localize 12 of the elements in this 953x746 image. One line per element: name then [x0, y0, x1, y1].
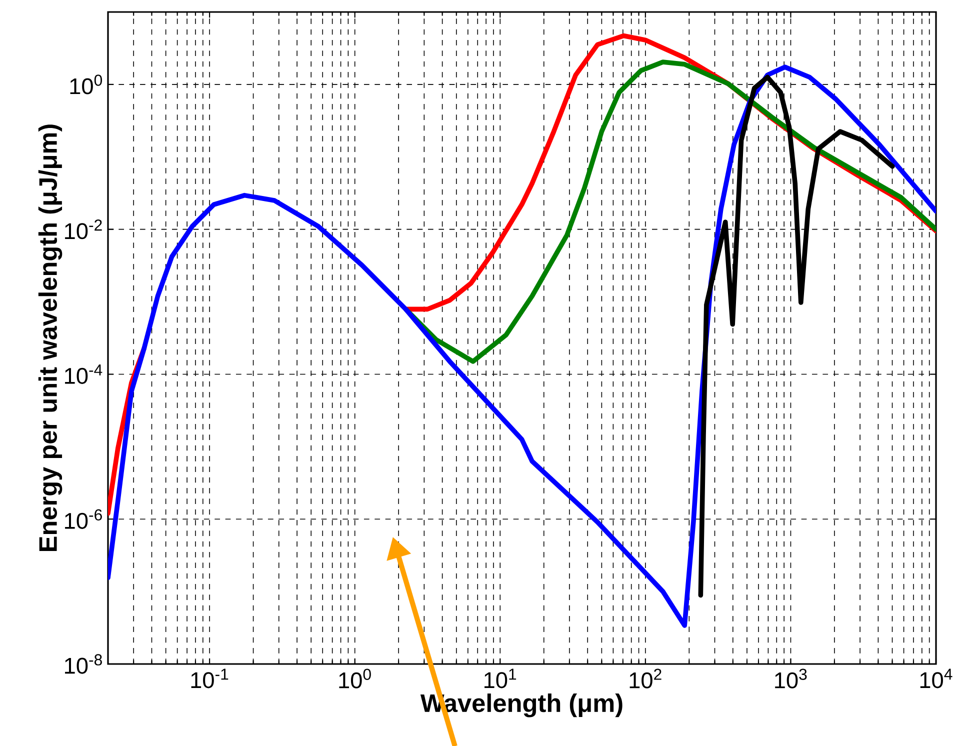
x-tick-label: 10$^{4}$ — [920, 668, 952, 688]
x-tick-label: 10$^{0}$ — [339, 668, 371, 688]
y-tick-label: 10$^{0}$ — [70, 74, 102, 94]
y-tick-label: 10$^{-4}$ — [65, 364, 102, 384]
x-tick-label: 10$^{-1}$ — [191, 668, 228, 688]
x-tick-label: 10$^{3}$ — [775, 668, 807, 688]
y-axis-title: Energy per unit wavelength (μJ/μm) — [38, 124, 62, 551]
x-tick-label: 10$^{1}$ — [484, 668, 516, 688]
x-tick-label: 10$^{2}$ — [630, 668, 662, 688]
y-tick-label: 10$^{-8}$ — [65, 654, 102, 674]
y-tick-label: 10$^{-2}$ — [65, 220, 102, 240]
y-tick-label: 10$^{-6}$ — [65, 509, 102, 529]
